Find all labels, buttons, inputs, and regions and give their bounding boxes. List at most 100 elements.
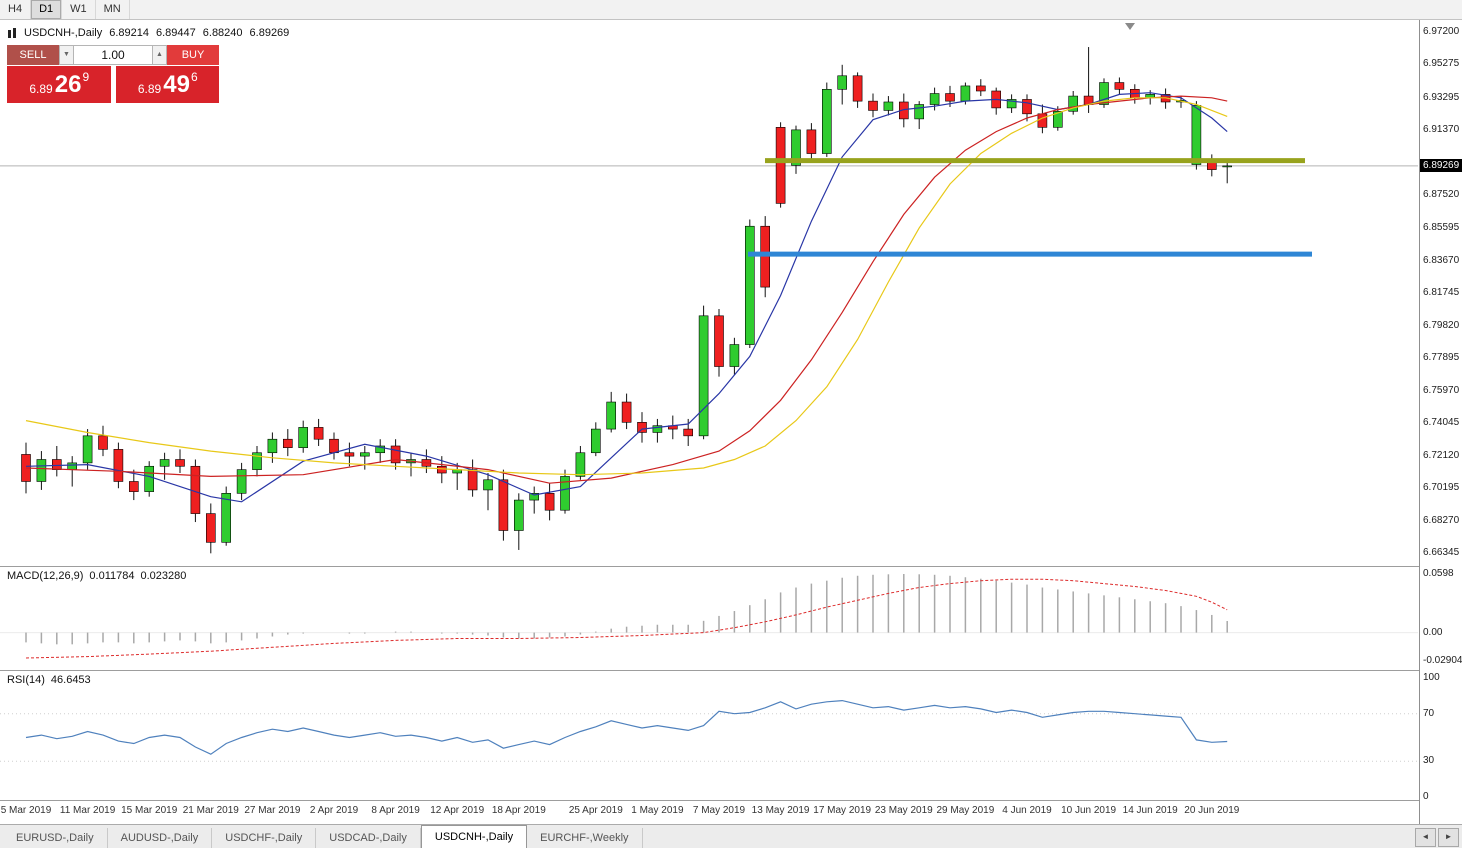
chart-tab-USDCAD[interactable]: USDCAD-,Daily bbox=[316, 828, 421, 848]
date-axis-label: 8 Apr 2019 bbox=[371, 805, 420, 816]
candle-body bbox=[652, 425, 663, 433]
chart-tab-EURCHF[interactable]: EURCHF-,Weekly bbox=[527, 828, 643, 848]
candle-body bbox=[298, 427, 309, 448]
candle-body bbox=[868, 100, 878, 111]
chart-icon bbox=[8, 27, 16, 38]
ma-slow-yellow bbox=[25, 97, 1228, 476]
chart-tab-USDCNH[interactable]: USDCNH-,Daily bbox=[420, 825, 528, 848]
ask-price-big: 49 bbox=[163, 70, 190, 98]
spinner-up-icon: ▲ bbox=[156, 51, 163, 58]
price-axis-label: 6.91370 bbox=[1423, 124, 1460, 136]
tab-scroll-left-icon[interactable]: ◄ bbox=[1415, 828, 1436, 847]
candle-body bbox=[575, 452, 586, 477]
price-axis-label: 6.85595 bbox=[1423, 222, 1460, 233]
price-axis-label: 6.87520 bbox=[1423, 189, 1460, 201]
buy-price-button[interactable]: 6.89 49 6 bbox=[115, 66, 219, 103]
macd-signal-value: 0.023280 bbox=[140, 570, 187, 582]
candle-body bbox=[821, 89, 832, 154]
candle-body bbox=[729, 344, 740, 367]
rsi-line bbox=[25, 699, 1228, 755]
volume-input[interactable] bbox=[74, 45, 152, 65]
rsi-axis-label: 30 bbox=[1423, 755, 1435, 767]
bid-price-big: 26 bbox=[54, 70, 82, 98]
tab-scroll-buttons: ◄ ► bbox=[1415, 828, 1459, 847]
chart-tab-USDCHF[interactable]: USDCHF-,Daily bbox=[212, 828, 317, 848]
candle-body bbox=[837, 75, 848, 90]
volume-increase-button[interactable]: ▲ bbox=[152, 45, 167, 65]
macd-axis-label: 0.00 bbox=[1423, 626, 1443, 638]
ma-mid-red bbox=[25, 95, 1228, 484]
panel-separator[interactable] bbox=[0, 566, 1462, 567]
date-axis-label: 23 May 2019 bbox=[874, 805, 933, 816]
price-axis-label: 6.66345 bbox=[1423, 547, 1460, 559]
date-axis-label: 29 May 2019 bbox=[936, 805, 995, 816]
macd-histogram bbox=[25, 574, 1228, 645]
candle-body bbox=[806, 129, 817, 154]
sell-button[interactable]: SELL bbox=[7, 45, 59, 65]
price-axis[interactable]: 6.97200 6.95275 6.93295 6.91370 6.87520 6.855… bbox=[1419, 20, 1462, 824]
candle-body bbox=[1037, 113, 1048, 128]
candle-body bbox=[760, 225, 771, 288]
candle-body bbox=[206, 513, 216, 543]
symbol-name: USDCNH-,Daily bbox=[24, 27, 103, 39]
price-axis-label: 6.83670 bbox=[1423, 254, 1460, 266]
chart-tab-EURUSD[interactable]: EURUSD-,Daily bbox=[3, 828, 108, 848]
volume-decrease-button[interactable]: ▼ bbox=[59, 45, 74, 65]
candle-body bbox=[637, 422, 647, 433]
macd-panel-canvas[interactable] bbox=[0, 567, 1418, 670]
candle-body bbox=[960, 85, 971, 102]
candle-body bbox=[775, 127, 786, 204]
candle-body bbox=[344, 452, 355, 457]
panel-separator[interactable] bbox=[0, 670, 1462, 671]
time-axis[interactable]: 5 Mar 2019 11 Mar 2019 15 Mar 2019 21 Mar 2… bbox=[0, 801, 1418, 824]
ohlc-low: 6.88240 bbox=[202, 27, 243, 39]
candle-body bbox=[1222, 165, 1232, 168]
price-axis-label: 6.81745 bbox=[1423, 287, 1460, 299]
main-chart-canvas[interactable] bbox=[0, 20, 1418, 566]
rsi-label: RSI(14) 46.6453 bbox=[7, 674, 91, 686]
ask-price-prefix: 6.89 bbox=[137, 81, 162, 96]
macd-label: MACD(12,26,9) 0.011784 0.023280 bbox=[7, 570, 186, 582]
ohlc-close: 6.89269 bbox=[249, 27, 290, 39]
candle-body bbox=[606, 401, 617, 430]
sell-price-button[interactable]: 6.89 26 9 bbox=[7, 66, 111, 103]
macd-main-value: 0.011784 bbox=[89, 570, 135, 582]
date-axis-label: 11 Mar 2019 bbox=[59, 805, 116, 816]
rsi-panel-canvas[interactable] bbox=[0, 671, 1418, 800]
candle-body bbox=[683, 428, 694, 437]
timeframe-button-MN[interactable]: MN bbox=[96, 0, 130, 19]
chart-tab-AUDUSD[interactable]: AUDUSD-,Daily bbox=[108, 828, 213, 848]
candle-body bbox=[483, 479, 493, 491]
candle-body bbox=[359, 452, 370, 457]
date-axis-label: 7 May 2019 bbox=[692, 805, 746, 816]
date-axis-label: 15 Mar 2019 bbox=[121, 805, 178, 816]
timeframe-toolbar: H4 D1 W1 MN bbox=[0, 0, 1462, 20]
price-axis-label: 6.75970 bbox=[1423, 384, 1460, 396]
rsi-value: 46.6453 bbox=[50, 674, 91, 686]
candle-body bbox=[929, 93, 940, 105]
timeframe-button-W1[interactable]: W1 bbox=[62, 0, 96, 19]
timeframe-button-D1[interactable]: D1 bbox=[31, 0, 63, 19]
candle-body bbox=[945, 93, 955, 102]
price-axis-label: 6.70195 bbox=[1423, 482, 1460, 494]
candle-body bbox=[144, 465, 154, 492]
candle-body bbox=[390, 445, 401, 464]
candle-body bbox=[129, 481, 139, 492]
candle-body bbox=[1068, 95, 1078, 112]
candle-body bbox=[1022, 99, 1032, 115]
tab-scroll-right-icon[interactable]: ► bbox=[1438, 828, 1459, 847]
price-axis-label: 6.95275 bbox=[1423, 58, 1460, 70]
macd-axis-label: -0.029049 bbox=[1423, 655, 1462, 667]
candle-body bbox=[252, 452, 262, 470]
price-axis-label: 6.93295 bbox=[1423, 91, 1460, 103]
rsi-name: RSI(14) bbox=[7, 674, 45, 686]
chart-shift-marker[interactable] bbox=[1125, 23, 1135, 30]
buy-button[interactable]: BUY bbox=[167, 45, 219, 65]
candle-body bbox=[560, 476, 570, 511]
candle-body bbox=[329, 438, 339, 454]
timeframe-button-H4[interactable]: H4 bbox=[0, 0, 32, 19]
rsi-axis-label: 100 bbox=[1423, 672, 1440, 683]
price-axis-label: 6.79820 bbox=[1423, 319, 1460, 331]
date-axis-label: 10 Jun 2019 bbox=[1061, 805, 1117, 816]
one-click-trading-panel: SELL ▼ ▲ BUY 6.89 26 9 6.89 49 6 bbox=[7, 45, 219, 103]
